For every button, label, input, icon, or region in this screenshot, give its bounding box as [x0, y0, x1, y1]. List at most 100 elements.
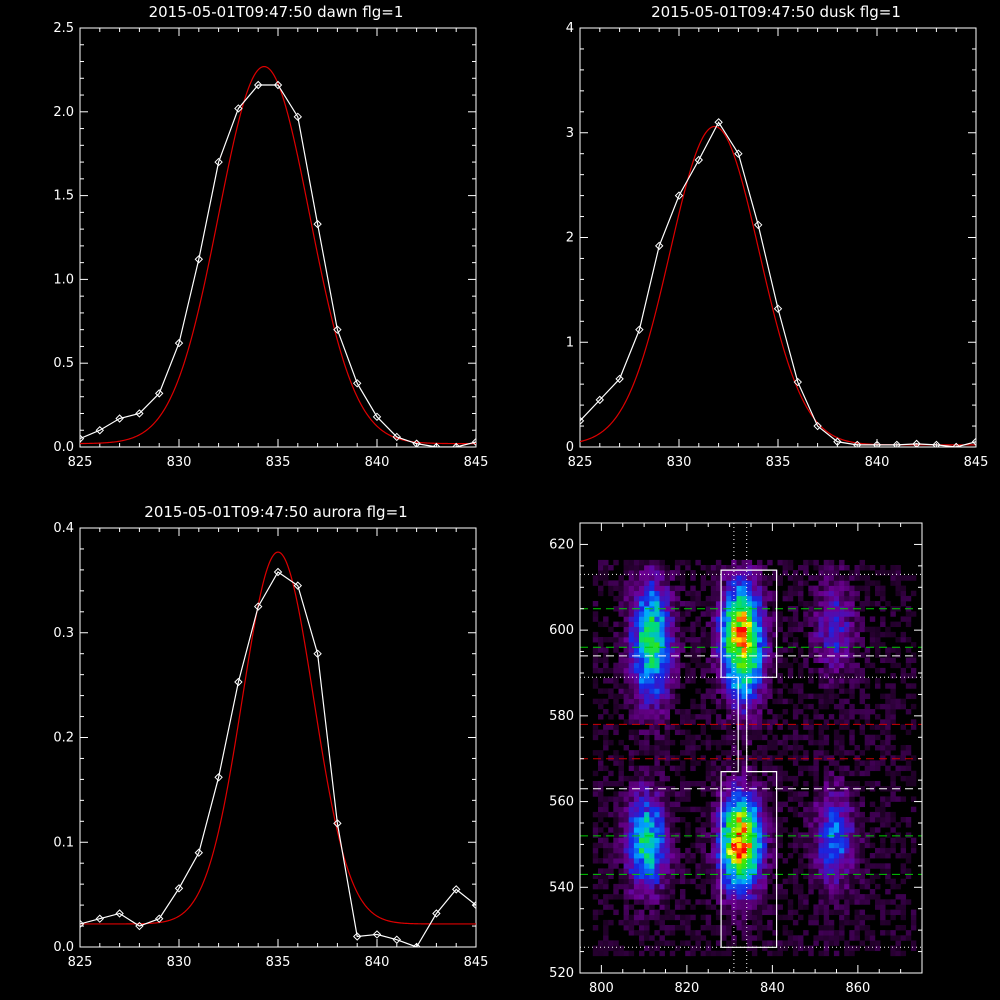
image-pixel — [798, 868, 804, 874]
image-pixel — [603, 570, 609, 576]
image-pixel — [654, 770, 660, 777]
image-pixel — [603, 667, 609, 674]
image-pixel — [823, 775, 830, 782]
image-pixel — [767, 626, 773, 633]
image-pixel — [762, 904, 768, 910]
image-pixel — [762, 683, 768, 689]
image-pixel — [833, 930, 840, 936]
image-pixel — [721, 642, 727, 648]
image-pixel — [669, 652, 676, 658]
image-pixel — [751, 729, 758, 736]
image-pixel — [885, 703, 891, 710]
image-pixel — [905, 657, 912, 664]
image-pixel — [633, 883, 640, 890]
image-pixel — [736, 580, 742, 586]
image-pixel — [798, 796, 804, 802]
image-pixel — [705, 914, 712, 921]
image-pixel — [849, 595, 855, 602]
image-pixel — [639, 791, 645, 797]
image-pixel — [751, 703, 758, 710]
dusk-data-point — [694, 155, 704, 165]
image-pixel — [854, 575, 860, 581]
image-pixel — [849, 837, 855, 844]
image-pixel — [633, 894, 640, 900]
image-pixel — [705, 667, 712, 674]
image-pixel — [833, 868, 840, 874]
image-pixel — [623, 688, 630, 694]
image-pixel — [910, 842, 917, 849]
image-pixel — [813, 909, 819, 916]
image-pixel — [890, 837, 896, 844]
dusk-data-point — [912, 439, 921, 447]
image-pixel — [792, 806, 799, 813]
image-pixel — [828, 801, 835, 808]
image-pixel — [690, 858, 696, 864]
image-pixel — [608, 755, 614, 761]
image-pixel — [715, 565, 722, 571]
image-pixel — [731, 811, 737, 818]
image-pixel — [613, 781, 619, 787]
image-pixel — [721, 570, 727, 576]
image-pixel — [777, 724, 783, 730]
image-pixel — [649, 729, 655, 736]
image-pixel — [762, 781, 768, 787]
image-pixel — [910, 806, 917, 813]
image-pixel — [839, 673, 845, 679]
image-pixel — [726, 565, 732, 571]
image-pixel — [890, 719, 896, 725]
image-pixel — [700, 822, 707, 828]
image-pixel — [639, 570, 645, 576]
image-pixel — [751, 832, 758, 838]
image-pixel — [833, 719, 840, 725]
image-pixel — [808, 868, 814, 874]
image-pixel — [726, 827, 732, 833]
image-pixel — [751, 565, 758, 571]
image-pixel — [798, 755, 804, 761]
image-pixel — [767, 863, 773, 869]
image-pixel — [833, 621, 840, 628]
image-pixel — [690, 631, 696, 638]
image-pixel — [895, 894, 901, 900]
image-pixel — [792, 750, 799, 756]
dusk-data-point — [654, 241, 664, 251]
image-pixel — [726, 642, 732, 648]
image-pixel — [859, 724, 866, 730]
image-pixel — [736, 626, 742, 633]
image-pixel — [854, 673, 860, 679]
image-pixel — [608, 590, 614, 597]
image-pixel — [623, 837, 630, 844]
image-pixel — [654, 714, 660, 720]
image-pixel — [849, 853, 855, 859]
image-pixel — [823, 796, 830, 802]
image-pixel — [726, 889, 732, 895]
image-pixel — [618, 770, 624, 777]
image-pixel — [664, 817, 671, 823]
image-pixel — [628, 925, 635, 931]
image-pixel — [710, 631, 717, 638]
image-pixel — [623, 667, 630, 674]
image-pixel — [731, 770, 737, 777]
image-pixel — [854, 745, 860, 751]
image-pixel — [854, 791, 860, 797]
image-pixel — [762, 673, 768, 679]
image-pixel — [854, 894, 860, 900]
image-pixel — [808, 647, 814, 653]
image-pixel — [777, 698, 783, 705]
image-pixel — [644, 729, 650, 736]
image-pixel — [854, 909, 860, 916]
image-pixel — [736, 904, 742, 910]
image-ytick-label: 600 — [549, 623, 574, 638]
image-pixel — [695, 714, 701, 720]
image-pixel — [895, 662, 901, 669]
image-pixel — [844, 858, 850, 864]
image-pixel — [762, 760, 768, 766]
image-pixel — [854, 878, 860, 885]
image-pixel — [833, 878, 840, 885]
image-pixel — [859, 688, 866, 694]
image-pixel — [782, 739, 789, 746]
image-pixel — [603, 637, 609, 643]
image-pixel — [746, 570, 753, 576]
image-pixel — [721, 765, 727, 772]
image-pixel — [890, 791, 896, 797]
image-pixel — [649, 580, 655, 586]
